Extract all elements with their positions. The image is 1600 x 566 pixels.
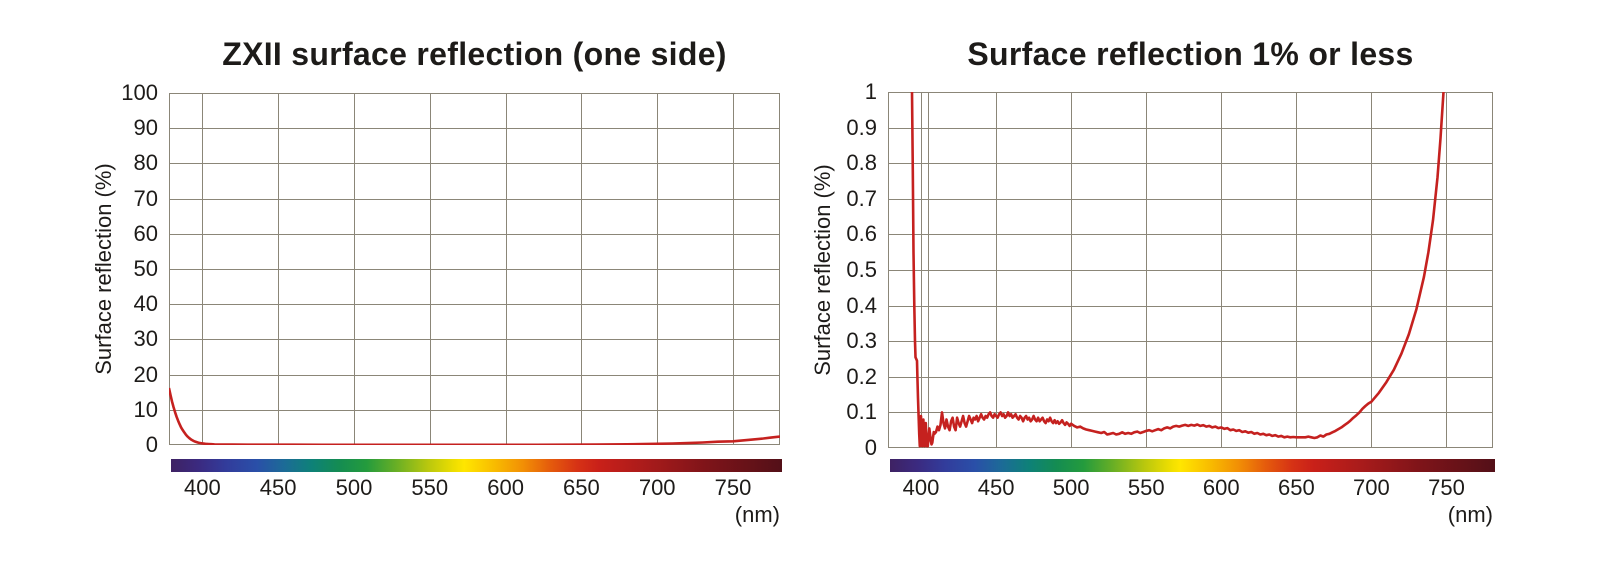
y-tick-label: 80: [133, 150, 158, 176]
x-tick-label: 650: [563, 475, 600, 500]
y-tick-label: 0.9: [846, 114, 877, 140]
x-tick-label: 750: [1428, 475, 1465, 500]
x-axis-unit: (nm): [1447, 502, 1493, 527]
y-tick-label: 0: [145, 432, 158, 457]
page-title: Surface reflection 1% or less: [967, 36, 1414, 72]
y-tick-label: 50: [133, 256, 158, 281]
y-tick-label: 1: [864, 79, 877, 104]
x-tick-label: 450: [259, 475, 297, 500]
x-tick-label: 400: [183, 475, 221, 500]
y-tick-label: 70: [133, 185, 158, 211]
x-axis-unit: (nm): [734, 502, 780, 527]
page-title: ZXII surface reflection (one side): [222, 36, 727, 72]
y-tick-label: 0.3: [846, 328, 877, 354]
y-tick-label: 0.6: [846, 221, 877, 247]
y-tick-label: 0.7: [846, 185, 877, 211]
x-tick-label: 450: [977, 475, 1015, 500]
y-tick-label: 40: [133, 291, 158, 317]
x-tick-label: 550: [1127, 475, 1165, 500]
x-tick-label: 500: [335, 475, 373, 500]
y-tick-label: 0.5: [846, 257, 877, 282]
spectrum-colorbar: [171, 459, 782, 472]
reflection-curve: [169, 387, 780, 445]
y-tick-label: 90: [133, 115, 158, 141]
plot-area: [888, 92, 1493, 448]
plot-area: [169, 93, 780, 445]
y-tick-label: 60: [133, 220, 158, 246]
x-tick-label: 650: [1277, 475, 1315, 500]
y-tick-label: 0: [864, 435, 877, 460]
y-tick-label: 0.4: [846, 292, 877, 318]
y-tick-label: 100: [121, 80, 158, 105]
spectrum-colorbar: [890, 459, 1495, 472]
y-tick-label: 0.1: [846, 399, 877, 425]
y-tick-label: 30: [133, 326, 158, 352]
y-tick-label: 0.2: [846, 363, 877, 389]
y-tick-label: 20: [133, 361, 158, 387]
reflection-curve: [910, 92, 1445, 448]
x-tick-label: 400: [902, 475, 940, 500]
x-tick-label: 700: [638, 475, 676, 500]
x-tick-label: 600: [1202, 475, 1240, 500]
x-tick-label: 750: [714, 475, 752, 500]
x-tick-label: 500: [1052, 475, 1090, 500]
y-tick-label: 10: [133, 396, 158, 422]
x-tick-label: 700: [1353, 475, 1390, 500]
y-tick-label: 0.8: [846, 150, 877, 176]
x-tick-label: 550: [411, 475, 449, 500]
x-tick-label: 600: [487, 475, 524, 500]
